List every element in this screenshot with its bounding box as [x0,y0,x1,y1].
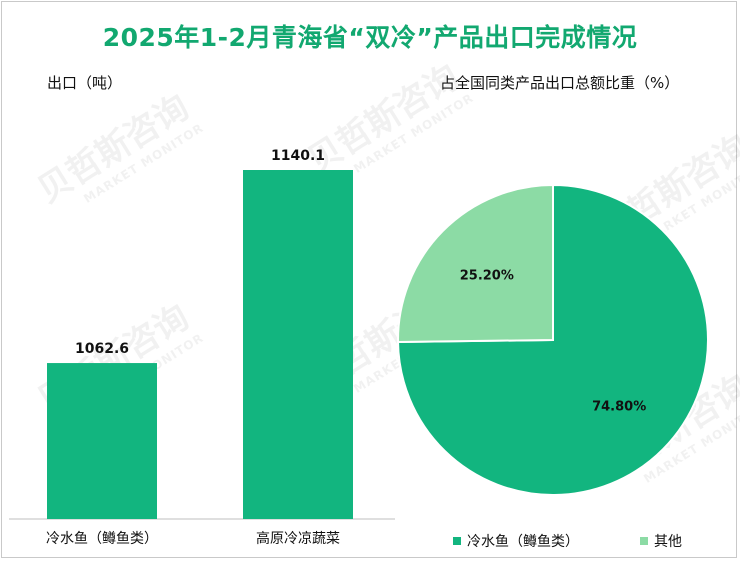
chart-title: 2025年1-2月青海省“双冷”产品出口完成情况 [102,23,638,52]
pie-value-label-0: 74.80% [592,399,646,414]
bar-category-label-1: 高原冷凉蔬菜 [256,530,340,547]
pie-slice-0 [396,183,709,496]
legend-swatch-other [640,537,648,545]
bar-0 [47,363,157,519]
bar-axis-label: 出口（吨） [47,74,123,92]
bar-category-label-0: 冷水鱼（鳟鱼类） [46,530,158,547]
legend-item-trout: 冷水鱼（鳟鱼类） [453,531,579,551]
pie-title: 占全国同类产品出口总额比重（%） [440,74,680,92]
legend-item-other: 其他 [640,531,682,551]
pie-value-label-1: 25.20% [460,269,514,284]
bar-value-label-0: 1062.6 [75,341,129,357]
legend-label-trout: 冷水鱼（鳟鱼类） [467,534,579,550]
legend-label-other: 其他 [654,534,682,550]
bar-value-label-1: 1140.1 [271,148,325,164]
bar-1 [243,170,353,519]
pie-slice-1 [397,183,554,343]
legend-swatch-trout [453,537,461,545]
